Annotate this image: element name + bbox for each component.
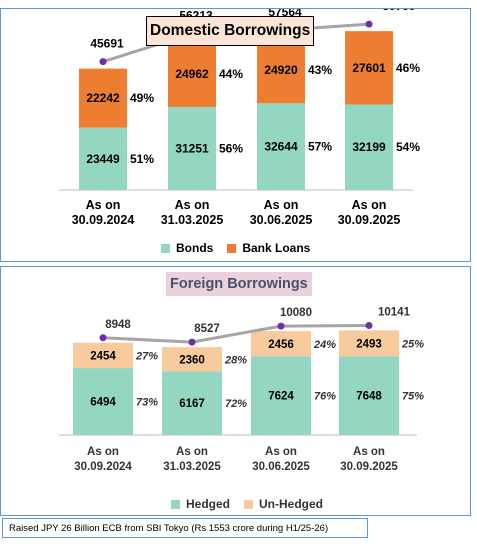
category-label-3: As on: [353, 446, 385, 458]
share-label-hedged-0: 73%: [136, 397, 158, 409]
domestic-borrowings-panel: 23449 22242 51% 49% As on 30.09.2024 31251 2496…: [0, 8, 471, 262]
legend-swatch-hedged: [171, 499, 180, 509]
bar-un-hedged-3: [339, 330, 399, 357]
category-date-label-3: 30.09.2025: [340, 461, 398, 473]
category-date-label-3: 30.09.2025: [338, 213, 401, 227]
category-date-label-1: 31.03.2025: [163, 461, 221, 473]
total-marker-1: [188, 338, 196, 346]
total-marker-3: [365, 321, 373, 329]
bar-hedged-3: [339, 356, 399, 435]
data-label-bank-loans-1: 24962: [175, 67, 209, 81]
legend-label-hedged: Hedged: [186, 497, 231, 511]
foreign-borrowings-chart: 6494 2454 73% 27% As on 30.09.2024 6167 2360 72%…: [59, 306, 424, 473]
share-label-bonds-0: 51%: [130, 152, 154, 166]
category-date-label-0: 30.09.2024: [74, 461, 132, 473]
category-date-label-2: 30.06.2025: [250, 213, 313, 227]
foreign-chart-title: Foreign Borrowings: [166, 272, 312, 296]
bar-bonds-2: [257, 103, 305, 190]
share-label-bank-loans-3: 46%: [396, 61, 420, 75]
foreign-legend: Hedged Un-Hedged: [171, 497, 337, 511]
category-label-2: As on: [264, 198, 299, 212]
total-label-3: 10141: [378, 306, 411, 318]
data-label-hedged-1: 6167: [179, 398, 205, 410]
data-label-bank-loans-0: 22242: [86, 91, 120, 105]
domestic-legend: Bonds Bank Loans: [161, 241, 324, 255]
bar-bank-loans-1: [168, 40, 216, 107]
total-marker-3: [365, 20, 373, 28]
category-label-1: As on: [175, 198, 210, 212]
total-label-0: 8948: [105, 319, 131, 331]
bar-bonds-3: [345, 104, 393, 190]
share-label-bonds-3: 54%: [396, 140, 420, 154]
category-label-0: As on: [86, 198, 121, 212]
category-label-1: As on: [176, 446, 208, 458]
legend-item-bank-loans: Bank Loans: [227, 241, 310, 255]
bar-hedged-0: [73, 368, 133, 435]
bar-un-hedged-0: [73, 342, 133, 369]
legend-label-bank-loans: Bank Loans: [242, 241, 311, 255]
category-date-label-2: 30.06.2025: [252, 461, 310, 473]
total-label-2: 57564: [268, 9, 302, 19]
bar-hedged-1: [162, 371, 222, 435]
bar-bonds-1: [168, 106, 216, 190]
domestic-chart-title: Domestic Borrowings: [146, 16, 315, 46]
bar-bank-loans-0: [79, 68, 127, 128]
legend-swatch-bonds: [161, 243, 170, 253]
category-date-label-0: 30.09.2024: [72, 213, 135, 227]
data-label-hedged-2: 7624: [268, 391, 294, 403]
share-label-un-hedged-1: 28%: [224, 354, 247, 366]
category-label-2: As on: [265, 446, 297, 458]
legend-label-bonds: Bonds: [176, 241, 214, 255]
share-label-bank-loans-2: 43%: [308, 63, 332, 77]
legend-swatch-bank-loans: [227, 243, 237, 253]
data-label-bank-loans-2: 24920: [264, 63, 298, 77]
data-label-bonds-0: 23449: [86, 152, 120, 166]
share-label-hedged-3: 75%: [402, 391, 424, 403]
bar-bonds-0: [79, 127, 127, 190]
data-label-bonds-2: 32644: [264, 140, 298, 154]
legend-label-un-hedged: Un-Hedged: [259, 497, 324, 511]
share-label-hedged-1: 72%: [225, 398, 247, 410]
bar-un-hedged-1: [162, 347, 222, 372]
share-label-hedged-2: 76%: [314, 391, 336, 403]
share-label-bonds-1: 56%: [219, 141, 243, 155]
share-label-un-hedged-2: 24%: [313, 339, 336, 351]
category-date-label-1: 31.03.2025: [161, 213, 224, 227]
data-label-bonds-3: 32199: [352, 140, 386, 154]
data-label-un-hedged-1: 2360: [179, 354, 205, 366]
category-label-3: As on: [352, 198, 387, 212]
data-label-hedged-3: 7648: [356, 391, 382, 403]
total-marker-0: [99, 334, 107, 342]
bar-bank-loans-3: [345, 31, 393, 105]
bar-hedged-2: [251, 356, 311, 435]
category-label-0: As on: [87, 446, 119, 458]
bar-un-hedged-2: [251, 331, 311, 357]
foreign-borrowings-panel: 6494 2454 73% 27% As on 30.09.2024 6167 2360 72%…: [0, 266, 471, 516]
data-label-bonds-1: 31251: [175, 141, 209, 155]
legend-item-bonds: Bonds: [161, 241, 213, 255]
total-label-0: 45691: [90, 37, 124, 51]
share-label-un-hedged-3: 25%: [401, 338, 424, 350]
data-label-un-hedged-3: 2493: [356, 338, 382, 350]
share-label-bank-loans-1: 44%: [219, 67, 243, 81]
data-label-hedged-0: 6494: [90, 397, 116, 409]
total-label-3: 59799: [382, 9, 416, 13]
footer-note: Raised JPY 26 Billion ECB from SBI Tokyo…: [2, 518, 368, 538]
total-line: [102, 323, 370, 344]
data-label-bank-loans-3: 27601: [352, 61, 386, 75]
total-label-2: 10080: [280, 307, 312, 319]
bar-bank-loans-2: [257, 37, 305, 104]
total-label-1: 8527: [194, 323, 220, 335]
share-label-bonds-2: 57%: [308, 140, 332, 154]
legend-item-hedged: Hedged: [171, 497, 230, 511]
share-label-un-hedged-0: 27%: [135, 350, 158, 362]
total-marker-0: [99, 58, 107, 66]
total-marker-2: [277, 322, 285, 330]
share-label-bank-loans-0: 49%: [130, 91, 154, 105]
legend-item-un-hedged: Un-Hedged: [244, 497, 323, 511]
data-label-un-hedged-0: 2454: [90, 350, 116, 362]
legend-swatch-un-hedged: [244, 499, 254, 509]
data-label-un-hedged-2: 2456: [268, 339, 294, 351]
